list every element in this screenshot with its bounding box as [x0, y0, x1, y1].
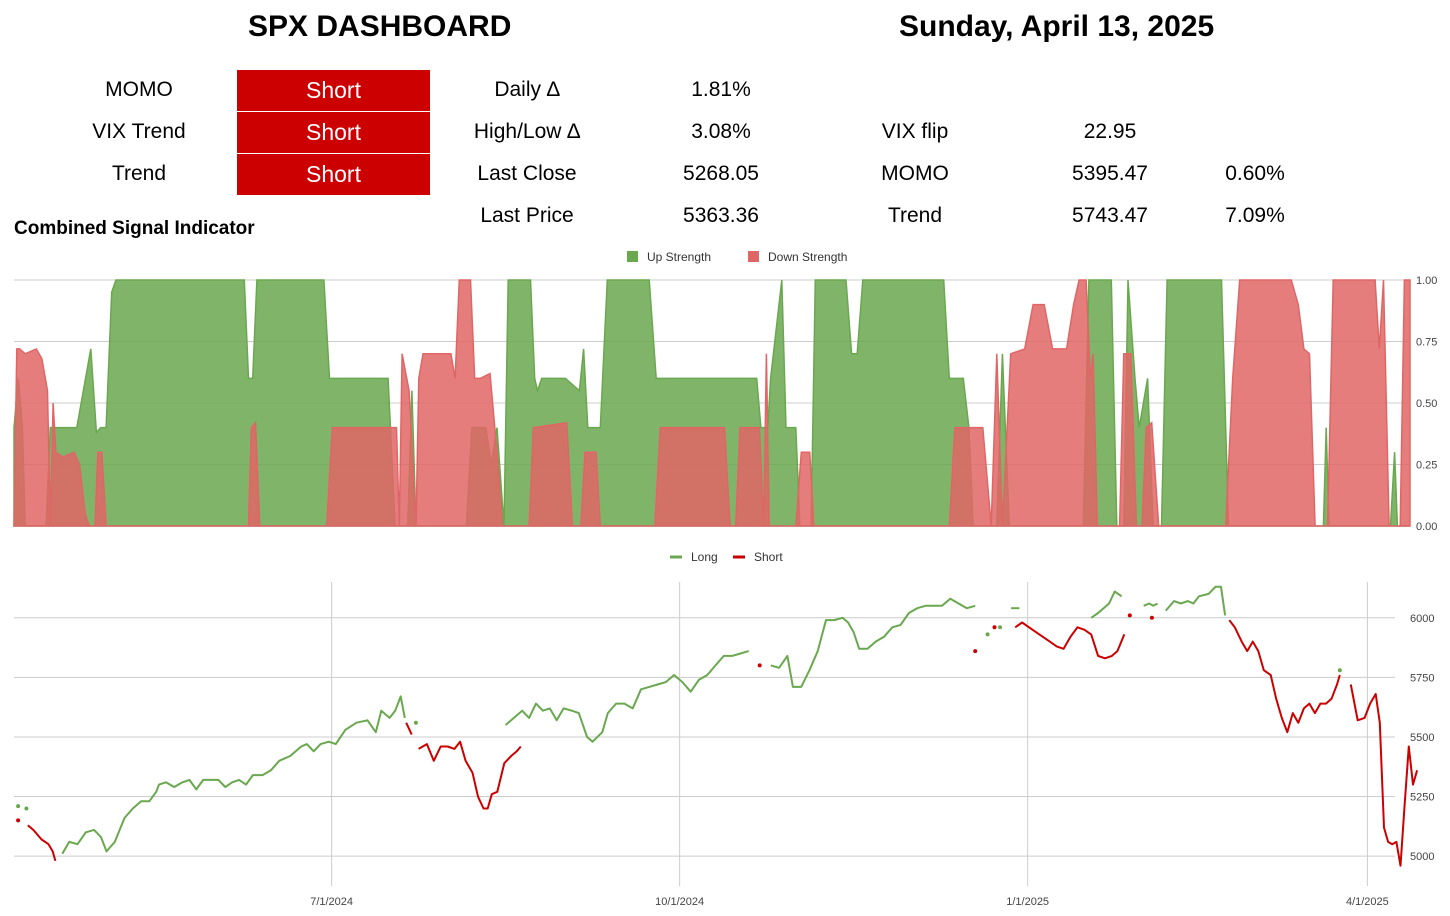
- x-tick-label: 1/1/2025: [1006, 896, 1049, 908]
- series-line-short: [405, 722, 413, 736]
- stat-label-daily-delta: Daily ∆: [494, 78, 560, 101]
- stat-label-high-low-delta: High/Low ∆: [473, 120, 581, 143]
- series-point-short: [1149, 615, 1154, 620]
- stat-value-high-low-delta: 3.08%: [691, 120, 751, 143]
- series-point-long: [413, 720, 418, 725]
- series-point-long: [16, 804, 21, 809]
- y-tick-label: 6000: [1410, 613, 1434, 625]
- stat-value-daily-delta: 1.81%: [691, 78, 751, 101]
- dashboard-date: Sunday, April 13, 2025: [899, 10, 1215, 43]
- series-line-long: [770, 597, 976, 688]
- stat-label-last-close: Last Close: [477, 162, 577, 185]
- series-line-long: [1143, 602, 1158, 607]
- series-point-short: [1127, 613, 1132, 618]
- stat-value-last-price: 5363.36: [683, 204, 759, 227]
- level-value-momo: 5395.47: [1072, 162, 1148, 185]
- series-point-short: [16, 818, 21, 823]
- x-tick-label: 4/1/2025: [1346, 896, 1389, 908]
- price-chart: 5000 5250 5500 5750 6000 7/1/2024 10/1/2024 1/1…: [14, 550, 1434, 908]
- y-tick-label: 5750: [1410, 672, 1434, 684]
- series-point-long: [998, 625, 1002, 630]
- level-pct-momo: 0.60%: [1225, 162, 1285, 185]
- series-area-down-strength: [13, 279, 1411, 527]
- legend-label-long: Long: [691, 550, 718, 564]
- series-line-short: [27, 824, 57, 862]
- legend-label-down-strength: Down Strength: [768, 250, 847, 264]
- level-value-trend: 5743.47: [1072, 204, 1148, 227]
- level-value-vix-flip: 22.95: [1083, 120, 1137, 143]
- signal-label-trend: Trend: [111, 162, 167, 185]
- series-line-long: [1165, 585, 1227, 616]
- legend-swatch-up-strength: [627, 251, 638, 262]
- series-line-short: [1228, 619, 1341, 734]
- legend-label-short: Short: [754, 550, 783, 564]
- series-line-short: [1014, 621, 1126, 660]
- series-line-short: [1349, 684, 1419, 867]
- signal-label-momo: MOMO: [105, 78, 173, 101]
- series-point-short: [992, 625, 997, 630]
- stat-value-last-close: 5268.05: [683, 162, 759, 185]
- legend-label-up-strength: Up Strength: [647, 250, 711, 264]
- y-tick-label: 5500: [1410, 732, 1434, 744]
- combined-signal-title: Combined Signal Indicator: [14, 218, 255, 239]
- y-tick-label: 1.00: [1416, 275, 1437, 287]
- y-tick-label: 0.75: [1416, 337, 1437, 349]
- level-label-momo: MOMO: [881, 162, 949, 185]
- y-tick-label: 5000: [1410, 851, 1434, 863]
- y-tick-label: 0.50: [1416, 398, 1437, 410]
- stat-label-last-price: Last Price: [480, 204, 574, 227]
- page-title: SPX DASHBOARD: [248, 10, 512, 43]
- series-point-long: [1337, 668, 1342, 673]
- series-line-long: [504, 650, 749, 743]
- series-point-short: [973, 649, 978, 654]
- series-line-short: [418, 740, 522, 810]
- x-tick-label: 7/1/2024: [310, 896, 353, 908]
- series-line-long: [61, 695, 406, 855]
- signal-badge-momo: Short: [237, 70, 430, 111]
- series-point-long: [985, 632, 990, 637]
- y-tick-label: 5250: [1410, 792, 1434, 804]
- y-tick-label: 0.25: [1416, 460, 1437, 472]
- series-line-long: [1090, 590, 1123, 619]
- signal-badge-trend: Short: [237, 154, 430, 195]
- level-label-trend: Trend: [887, 204, 943, 227]
- signal-badge-vix-trend: Short: [237, 112, 430, 153]
- legend-swatch-down-strength: [748, 251, 759, 262]
- x-tick-label: 10/1/2024: [655, 896, 704, 908]
- series-point-short: [757, 663, 762, 668]
- signal-label-vix-trend: VIX Trend: [92, 120, 186, 143]
- level-pct-trend: 7.09%: [1225, 204, 1285, 227]
- y-tick-label: 0.00: [1416, 521, 1437, 533]
- level-label-vix-flip: VIX flip: [881, 120, 949, 143]
- series-point-long: [24, 806, 29, 811]
- combined-signal-chart: 0.00 0.25 0.50 0.75 1.00 Up Strength Down Stre…: [13, 250, 1437, 533]
